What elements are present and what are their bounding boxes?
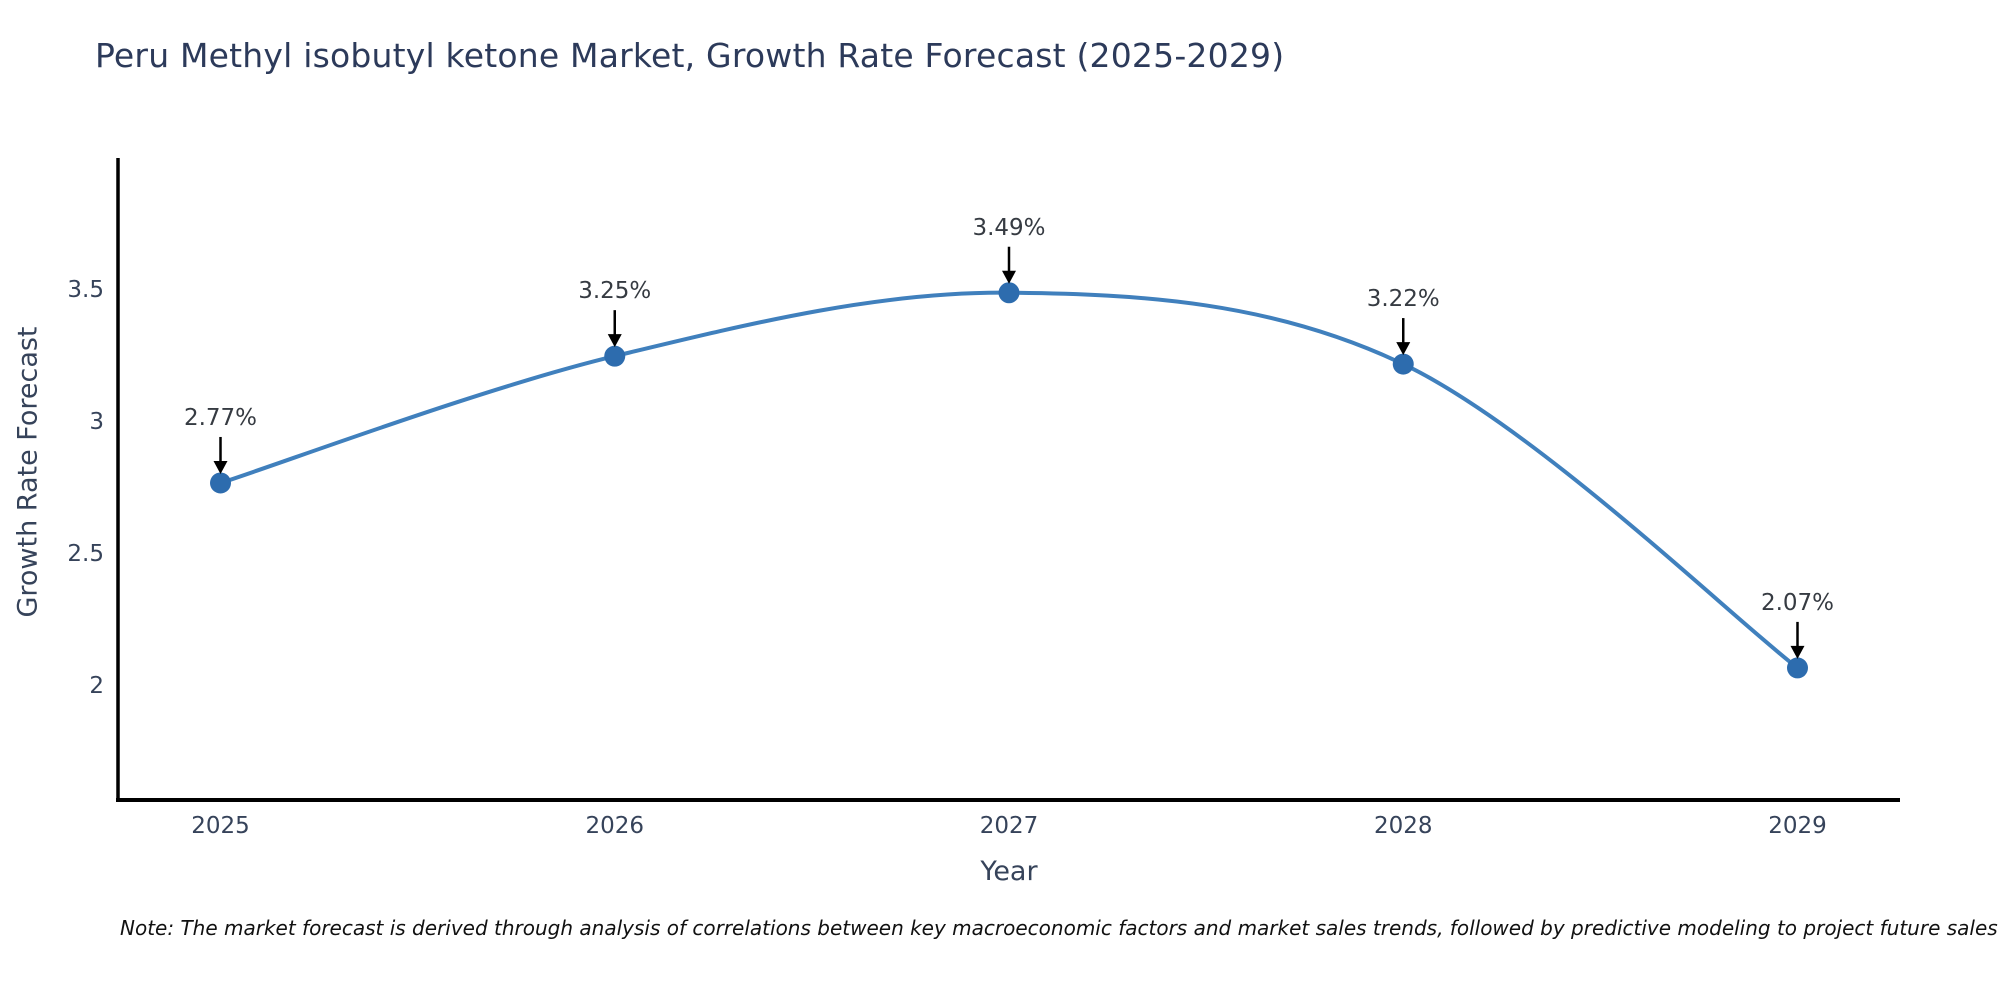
data-point-label: 3.22%	[1366, 286, 1440, 313]
data-point-label: 3.49%	[972, 214, 1046, 241]
annotation-arrow-head	[1396, 342, 1411, 356]
annotation-arrow-head	[1790, 645, 1805, 659]
data-point-label: 2.77%	[183, 404, 258, 431]
data-point-label: 2.07%	[1760, 589, 1835, 616]
data-point-label: 3.25%	[578, 278, 652, 305]
annotation-arrow-head	[1002, 270, 1016, 284]
x-axis-title: Year	[980, 856, 1038, 887]
y-axis-title: Growth Rate Forecast	[12, 326, 44, 618]
data-point	[1786, 657, 1808, 679]
y-tick-label: 2.5	[67, 541, 104, 568]
annotation-arrow-head	[607, 334, 622, 348]
data-point	[210, 472, 232, 494]
x-tick-label: 2025	[191, 813, 250, 839]
x-tick-label: 2029	[1768, 813, 1827, 839]
x-tick-label: 2028	[1373, 813, 1433, 839]
y-tick-label: 2	[89, 673, 104, 700]
x-tick-label: 2026	[585, 813, 645, 839]
footnote: Note: The market forecast is derived thr…	[120, 916, 1998, 940]
x-tick-label: 2027	[979, 813, 1039, 839]
data-point	[604, 345, 626, 367]
y-tick-label: 3	[89, 409, 104, 436]
data-point	[1392, 353, 1414, 375]
chart-title: Peru Methyl isobutyl ketone Market, Grow…	[95, 36, 1285, 75]
series-line	[218, 290, 1800, 670]
y-tick-label: 3.5	[67, 277, 104, 304]
data-point	[998, 282, 1020, 304]
annotation-arrow-head	[213, 460, 228, 474]
